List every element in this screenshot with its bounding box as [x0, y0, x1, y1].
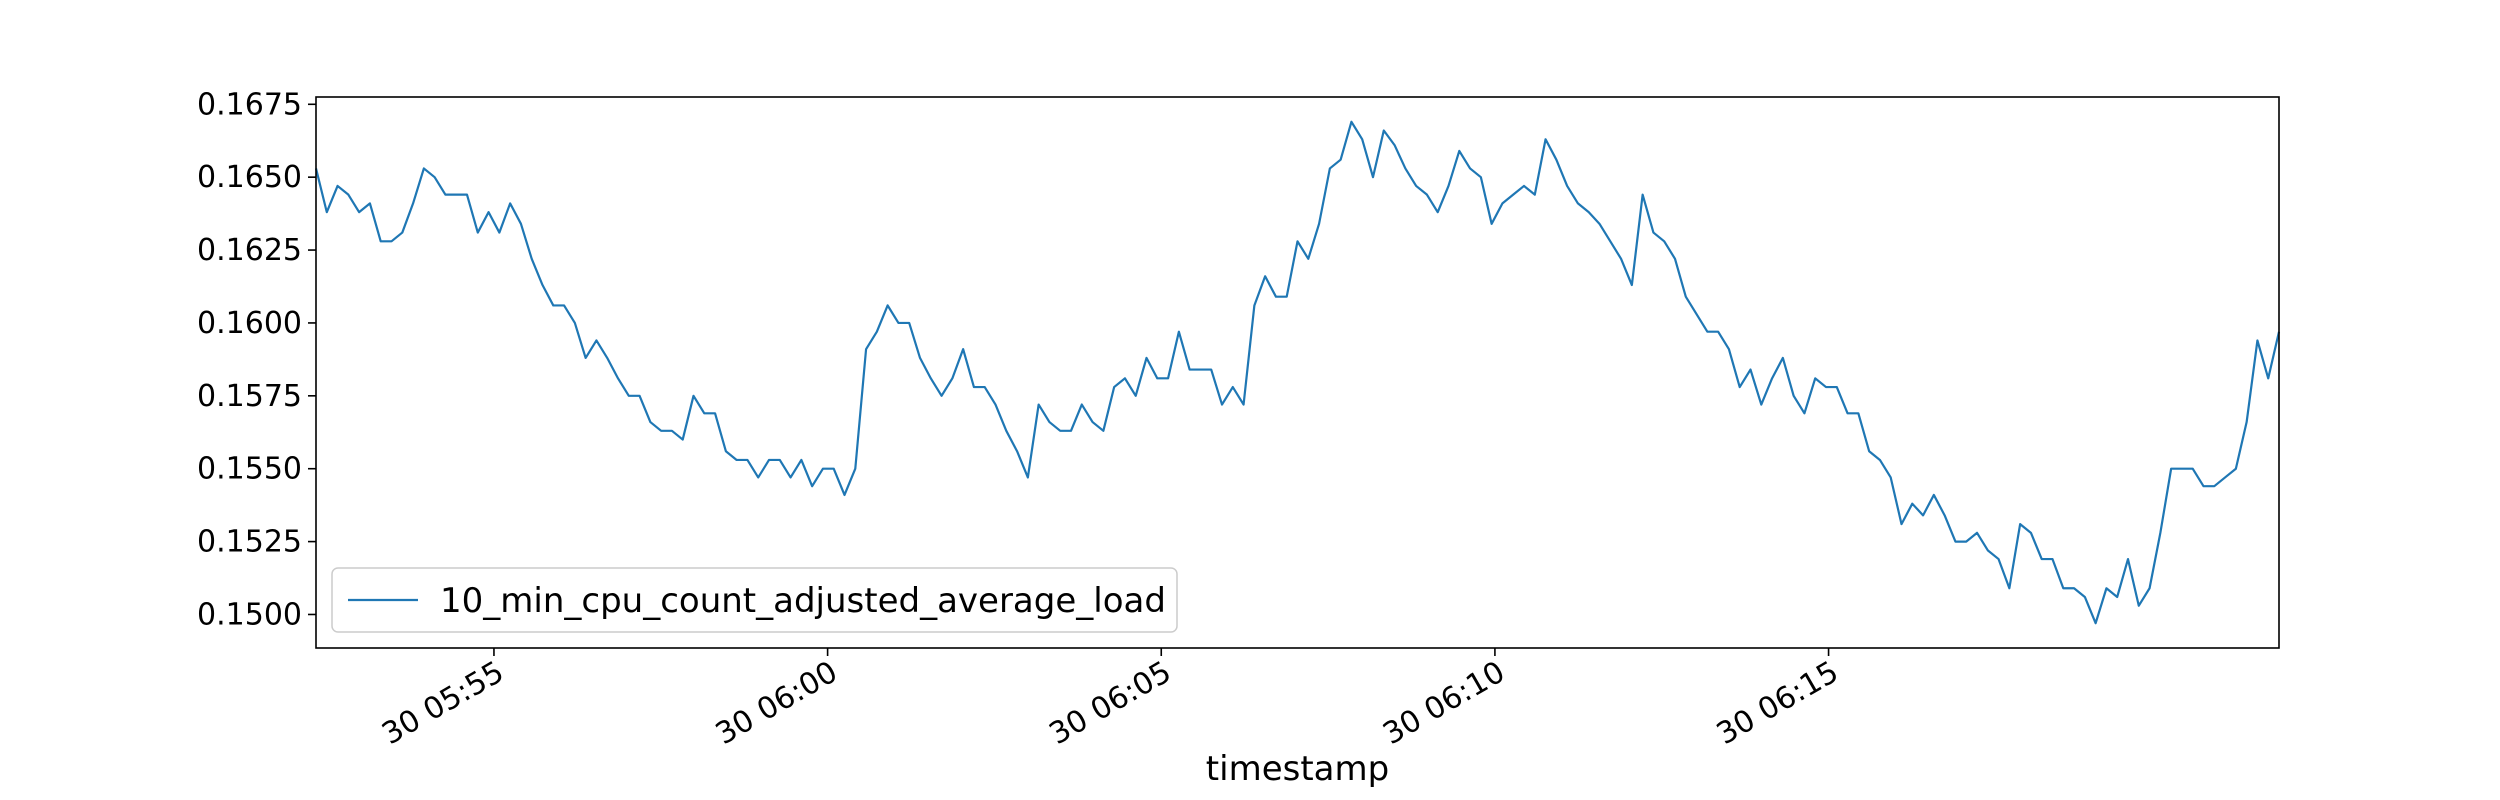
series-line — [314, 120, 2281, 625]
y-axis: 0.1500 0.1525 0.1550 0.1575 0.1600 0.1625 0.16… — [197, 87, 316, 632]
plot-frame — [315, 96, 2280, 649]
y-tick-label: 0.1550 — [197, 452, 302, 487]
y-tick-label: 0.1500 — [197, 597, 302, 632]
y-tick-label: 0.1575 — [197, 379, 302, 414]
legend-label: 10_min_cpu_count_adjusted_average_load — [440, 581, 1166, 621]
y-tick-label: 0.1625 — [197, 233, 302, 268]
legend: 10_min_cpu_count_adjusted_average_load — [331, 567, 1178, 633]
legend-box — [331, 567, 1178, 633]
y-tick-label: 0.1525 — [197, 525, 302, 560]
y-tick-label: 0.1675 — [197, 87, 302, 122]
y-tick-label: 0.1650 — [197, 160, 302, 195]
x-axis-label: timestamp — [1206, 749, 1389, 789]
y-tick-label: 0.1600 — [197, 306, 302, 341]
series-layer — [314, 120, 2281, 625]
